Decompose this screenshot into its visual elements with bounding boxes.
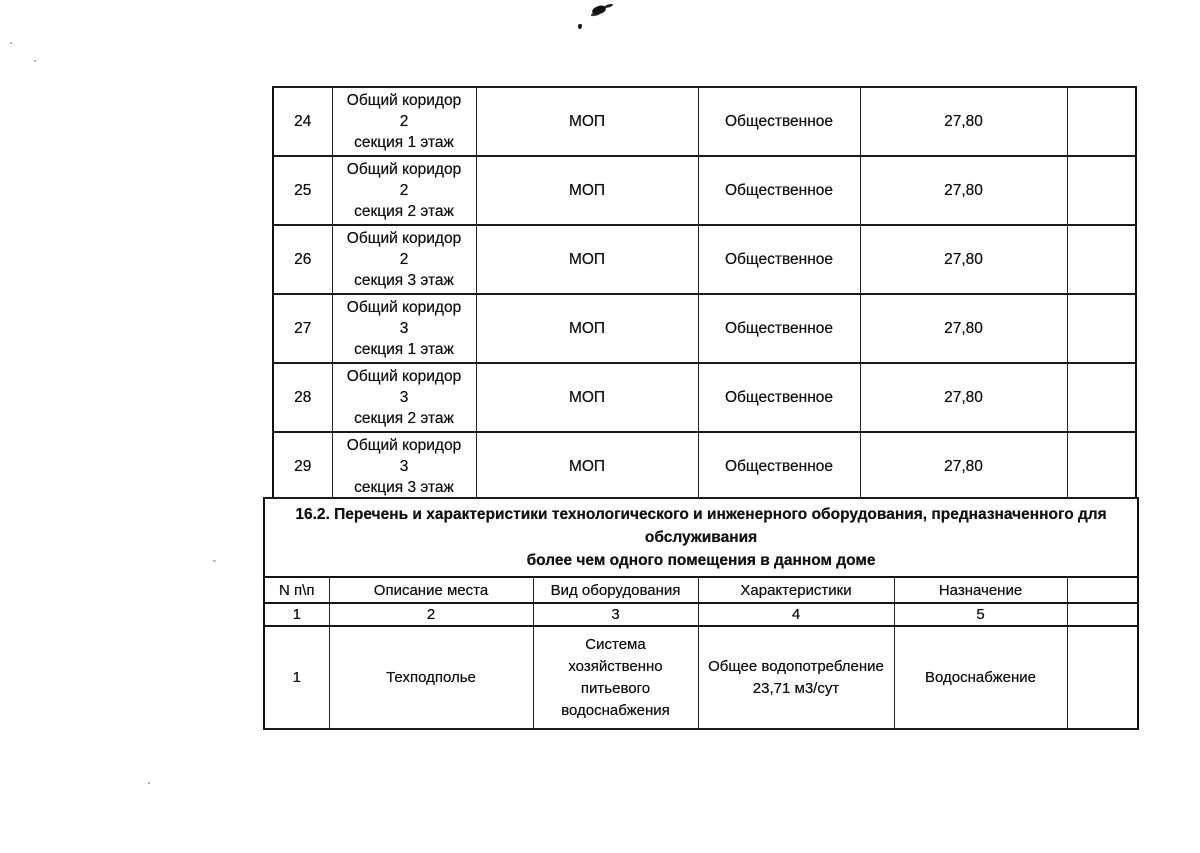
table-row: 29 Общий коридор 3 секция 3 этаж МОП Обще… [272,431,1137,502]
description-line2: секция 1 этаж [354,341,454,358]
purpose-cell: Общественное [697,86,861,157]
description-line1: Общий коридор 2 [346,230,462,268]
area-cell: 27,80 [859,362,1068,433]
row-number-cell: 26 [272,224,333,295]
row-number-cell: 1 [263,625,330,730]
row-number-cell: 27 [272,293,333,364]
empty-cell [1066,602,1139,627]
description-line2: секция 2 этаж [354,410,454,427]
type-cell: МОП [475,155,699,226]
type-cell: МОП [475,293,699,364]
description-line1: Общий коридор 3 [346,368,462,406]
header-row: N п\п Описание места Вид оборудования Ха… [263,576,1139,604]
description-cell: Общий коридор 2 секция 2 этаж [331,155,477,226]
column-header-purpose: Назначение [893,576,1068,604]
column-number: 5 [893,602,1068,627]
table-row: 1 Техподполье Система хозяйственно питье… [263,625,1139,730]
purpose-cell: Общественное [697,155,861,226]
area-cell: 27,80 [859,431,1068,502]
column-number-row: 1 2 3 4 5 [263,602,1139,627]
empty-cell [1066,625,1139,730]
row-number-cell: 25 [272,155,333,226]
section-title-row: 16.2. Перечень и характеристики технолог… [263,497,1139,578]
type-cell: МОП [475,431,699,502]
purpose-cell: Общественное [697,293,861,364]
description-line2: секция 2 этаж [354,203,454,220]
description-line2: секция 3 этаж [354,272,454,289]
equipment-table: 16.2. Перечень и характеристики технолог… [263,497,1140,730]
purpose-cell: Общественное [697,224,861,295]
description-cell: Общий коридор 2 секция 1 этаж [331,86,477,157]
type-cell: МОП [475,224,699,295]
empty-cell [1066,576,1139,604]
area-cell: 27,80 [859,86,1068,157]
description-line1: Общий коридор 3 [346,299,462,337]
row-number-cell: 24 [272,86,333,157]
ink-speck-small [578,24,582,29]
description-cell: Общий коридор 3 секция 3 этаж [331,431,477,502]
empty-cell [1066,362,1137,433]
ink-speck [591,4,607,16]
column-number: 4 [697,602,895,627]
column-header-equipment: Вид оборудования [532,576,699,604]
empty-cell [1066,155,1137,226]
scan-noise-dot [34,60,36,62]
equipment-cell: Система хозяйственно питьевого водоснабж… [532,625,699,730]
row-number-cell: 29 [272,431,333,502]
description-line1: Общий коридор 2 [346,161,462,199]
table-row: 27 Общий коридор 3 секция 1 этаж МОП Обще… [272,293,1137,364]
table-row: 25 Общий коридор 2 секция 2 этаж МОП Обще… [272,155,1137,226]
column-header-characteristics: Характеристики [697,576,895,604]
description-line1: Общий коридор 2 [346,92,462,130]
section-title-cell: 16.2. Перечень и характеристики технолог… [263,497,1139,578]
column-header-num: N п\п [263,576,330,604]
type-cell: МОП [475,362,699,433]
area-cell: 27,80 [859,293,1068,364]
place-cell: Техподполье [328,625,534,730]
empty-cell [1066,431,1137,502]
description-cell: Общий коридор 2 секция 3 этаж [331,224,477,295]
column-number: 3 [532,602,699,627]
table-row: 28 Общий коридор 3 секция 2 этаж МОП Обще… [272,362,1137,433]
column-number: 1 [263,602,330,627]
empty-cell [1066,86,1137,157]
type-cell: МОП [475,86,699,157]
description-line2: секция 1 этаж [354,134,454,151]
scan-noise-dot [148,782,150,784]
column-number: 2 [328,602,534,627]
section-title-line1: 16.2. Перечень и характеристики технолог… [295,506,1107,546]
description-line1: Общий коридор 3 [346,437,462,475]
row-number-cell: 28 [272,362,333,433]
table-row: 24 Общий коридор 2 секция 1 этаж МОП Обще… [272,86,1137,157]
purpose-cell: Общественное [697,431,861,502]
purpose-cell: Общественное [697,362,861,433]
characteristics-cell: Общее водопотребление 23,71 м3/сут [697,625,895,730]
area-cell: 27,80 [859,155,1068,226]
description-cell: Общий коридор 3 секция 2 этаж [331,362,477,433]
scan-noise-dot [213,560,216,562]
table-row: 26 Общий коридор 2 секция 3 этаж МОП Обще… [272,224,1137,295]
description-cell: Общий коридор 3 секция 1 этаж [331,293,477,364]
section-title-line2: более чем одного помещения в данном доме [526,552,876,569]
column-header-place: Описание места [328,576,534,604]
area-cell: 27,80 [859,224,1068,295]
scan-noise-dot [10,42,12,44]
purpose-cell: Водоснабжение [893,625,1068,730]
empty-cell [1066,224,1137,295]
empty-cell [1066,293,1137,364]
description-line2: секция 3 этаж [354,479,454,496]
